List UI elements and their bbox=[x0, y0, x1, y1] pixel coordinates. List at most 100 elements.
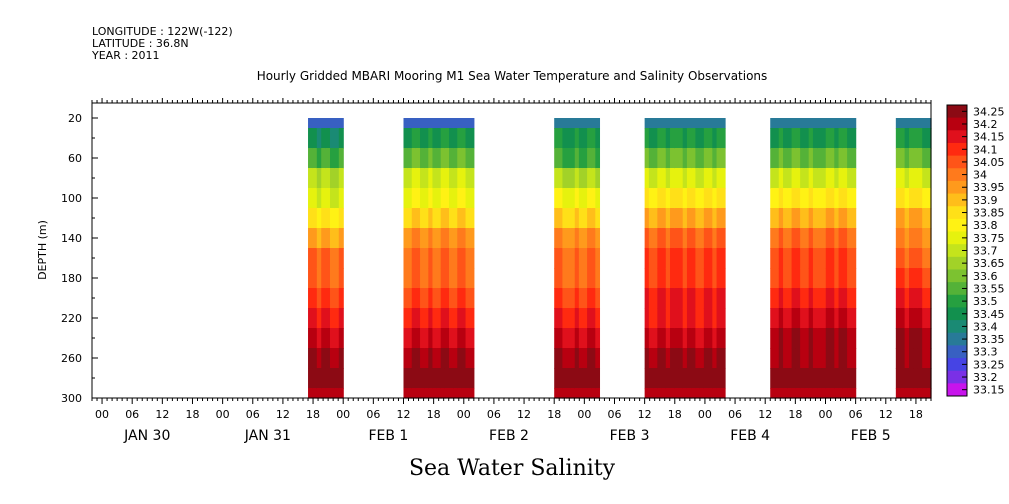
salinity-cell bbox=[657, 248, 663, 269]
salinity-cell bbox=[703, 288, 709, 309]
salinity-cell bbox=[900, 268, 906, 289]
salinity-cell bbox=[465, 208, 471, 229]
salinity-cell bbox=[582, 308, 588, 329]
y-tick-label: 20 bbox=[68, 112, 82, 125]
salinity-cell bbox=[428, 248, 434, 269]
salinity-cell bbox=[909, 268, 915, 289]
salinity-cell bbox=[774, 348, 780, 369]
salinity-cell bbox=[321, 188, 327, 209]
salinity-cell bbox=[644, 308, 650, 329]
salinity-cell bbox=[695, 348, 701, 369]
salinity-cell bbox=[554, 188, 559, 209]
salinity-cell bbox=[774, 208, 780, 229]
salinity-cell bbox=[648, 248, 654, 269]
salinity-cell bbox=[334, 118, 340, 129]
salinity-cell bbox=[926, 348, 932, 369]
salinity-cell bbox=[804, 168, 810, 189]
salinity-cell bbox=[334, 228, 340, 249]
salinity-cell bbox=[825, 268, 831, 289]
salinity-cell bbox=[403, 308, 409, 329]
salinity-cell bbox=[716, 388, 722, 399]
salinity-cell bbox=[708, 118, 713, 129]
salinity-cell bbox=[686, 128, 692, 149]
salinity-cell bbox=[457, 248, 463, 269]
salinity-cell bbox=[699, 118, 705, 129]
salinity-cell bbox=[791, 128, 797, 149]
salinity-cell bbox=[895, 288, 901, 309]
salinity-cell bbox=[465, 168, 471, 189]
salinity-cell bbox=[830, 168, 835, 189]
salinity-cell bbox=[670, 118, 675, 129]
salinity-cell bbox=[453, 228, 458, 249]
salinity-cell bbox=[562, 348, 568, 369]
colorbar-label: 33.75 bbox=[973, 232, 1005, 245]
salinity-cell bbox=[909, 168, 915, 189]
salinity-cell bbox=[678, 328, 684, 349]
salinity-cell bbox=[578, 348, 584, 369]
salinity-cell bbox=[708, 268, 713, 289]
salinity-cell bbox=[657, 148, 663, 169]
salinity-cell bbox=[330, 168, 336, 189]
salinity-cell bbox=[316, 168, 322, 189]
salinity-cell bbox=[440, 348, 446, 369]
salinity-cell bbox=[712, 188, 718, 209]
salinity-cell bbox=[922, 188, 928, 209]
colorbar-swatch bbox=[947, 142, 967, 157]
salinity-cell bbox=[432, 168, 438, 189]
salinity-cell bbox=[821, 348, 827, 369]
salinity-cell bbox=[670, 188, 675, 209]
salinity-cell bbox=[657, 368, 663, 389]
salinity-cell bbox=[665, 208, 671, 229]
x-day-label: FEB 4 bbox=[730, 428, 770, 444]
salinity-cell bbox=[644, 328, 650, 349]
colorbar-label: 33.55 bbox=[973, 282, 1005, 295]
salinity-cell bbox=[787, 268, 793, 289]
salinity-cell bbox=[403, 388, 409, 399]
chart-caption: Sea Water Salinity bbox=[409, 456, 616, 481]
salinity-cell bbox=[926, 208, 932, 229]
salinity-cell bbox=[321, 228, 327, 249]
colorbar-swatch bbox=[947, 383, 967, 397]
salinity-cell bbox=[595, 368, 601, 389]
salinity-cell bbox=[825, 118, 831, 129]
salinity-cell bbox=[554, 348, 559, 369]
x-day-label: FEB 5 bbox=[851, 428, 891, 444]
colorbar-swatch bbox=[947, 269, 967, 283]
salinity-cell bbox=[703, 348, 709, 369]
salinity-cell bbox=[774, 268, 780, 289]
salinity-cell bbox=[791, 228, 797, 249]
salinity-cell bbox=[804, 118, 810, 129]
salinity-cell bbox=[428, 188, 434, 209]
salinity-cell bbox=[922, 148, 928, 169]
salinity-cell bbox=[657, 168, 663, 189]
salinity-cell bbox=[461, 228, 467, 249]
salinity-cell bbox=[716, 308, 722, 329]
salinity-cell bbox=[582, 268, 588, 289]
salinity-cell bbox=[424, 188, 429, 209]
salinity-cell bbox=[461, 268, 467, 289]
salinity-cell bbox=[812, 168, 818, 189]
salinity-cell bbox=[834, 208, 840, 229]
salinity-cell bbox=[420, 118, 425, 129]
salinity-cell bbox=[774, 228, 780, 249]
x-tick-label: 18 bbox=[427, 408, 441, 421]
salinity-cell bbox=[407, 248, 413, 269]
salinity-cell bbox=[691, 228, 696, 249]
salinity-cell bbox=[909, 328, 915, 349]
salinity-cell bbox=[842, 308, 848, 329]
salinity-cell bbox=[325, 228, 331, 249]
salinity-cell bbox=[403, 288, 409, 309]
salinity-cell bbox=[703, 228, 709, 249]
salinity-cell bbox=[808, 388, 814, 399]
salinity-cell bbox=[720, 168, 726, 189]
salinity-cell bbox=[321, 368, 327, 389]
salinity-cell bbox=[325, 248, 331, 269]
salinity-cell bbox=[420, 268, 425, 289]
salinity-cell bbox=[830, 118, 835, 129]
salinity-cell bbox=[686, 348, 692, 369]
salinity-cell bbox=[674, 308, 680, 329]
salinity-cell bbox=[686, 168, 692, 189]
salinity-cell bbox=[558, 348, 564, 369]
salinity-cell bbox=[407, 308, 413, 329]
salinity-cell bbox=[453, 168, 458, 189]
